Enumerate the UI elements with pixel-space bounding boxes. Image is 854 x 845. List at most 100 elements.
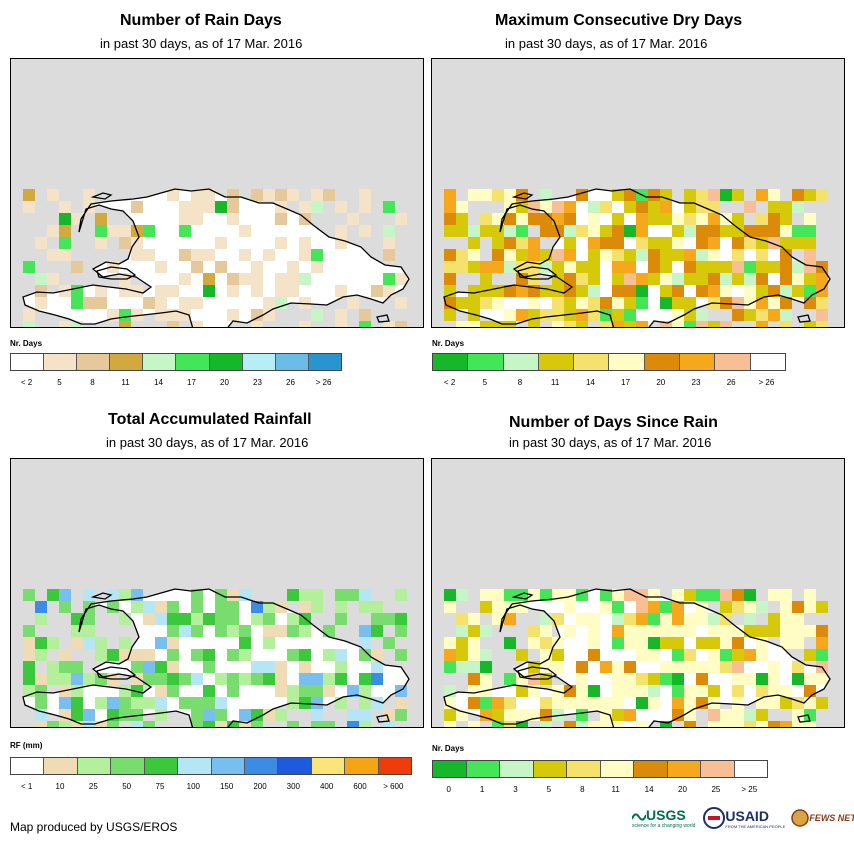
grid-cell	[648, 201, 660, 213]
grid-cell	[395, 625, 407, 637]
grid-cell	[756, 601, 768, 613]
grid-cell	[275, 285, 287, 297]
grid-cell	[456, 649, 468, 661]
grid-cell	[287, 625, 299, 637]
grid-cell	[335, 661, 347, 673]
grid-cell	[131, 201, 143, 213]
grid-cell	[155, 637, 167, 649]
grid-cell	[612, 225, 624, 237]
grid-cell	[636, 673, 648, 685]
grid-cell	[203, 273, 215, 285]
grid-cell	[263, 625, 275, 637]
grid-cell	[227, 285, 239, 297]
coastline	[511, 592, 534, 600]
grid-cell	[35, 721, 47, 727]
grid-cell	[816, 309, 828, 321]
grid-cell	[528, 589, 540, 601]
grid-cell	[323, 721, 335, 727]
grid-cell	[480, 589, 492, 601]
grid-cell	[359, 589, 371, 601]
grid-cell	[215, 601, 227, 613]
grid-cell	[311, 589, 323, 601]
grid-cell	[35, 649, 47, 661]
grid-cell	[792, 189, 804, 201]
legend-swatch	[44, 758, 78, 774]
grid-cell	[167, 685, 179, 697]
legend-label: 20	[678, 785, 687, 794]
grid-cell	[564, 309, 576, 321]
grid-cell	[744, 285, 756, 297]
grid-cell	[323, 625, 335, 637]
grid-cell	[227, 589, 239, 601]
grid-cell	[612, 261, 624, 273]
grid-cell	[227, 601, 239, 613]
grid-cell	[480, 673, 492, 685]
grid-cell	[59, 213, 71, 225]
grid-cell	[684, 225, 696, 237]
grid-cell	[672, 685, 684, 697]
grid-cell	[359, 321, 371, 327]
grid-cell	[552, 697, 564, 709]
grid-cell	[576, 661, 588, 673]
grid-cell	[456, 249, 468, 261]
grid-cell	[335, 309, 347, 321]
legend-swatch	[644, 354, 681, 370]
grid-cell	[215, 261, 227, 273]
legend-title: RF (mm)	[10, 741, 43, 750]
grid-cell	[660, 273, 672, 285]
grid-cell	[612, 213, 624, 225]
grid-cell	[119, 589, 131, 601]
grid-cell	[95, 225, 107, 237]
grid-cell	[227, 721, 239, 727]
grid-cell	[672, 613, 684, 625]
fews-net-logo: FEWS NET	[791, 809, 854, 827]
grid-cell	[684, 201, 696, 213]
grid-cell	[347, 213, 359, 225]
legend-swatch	[466, 761, 500, 777]
grid-cell	[636, 249, 648, 261]
grid-cell	[696, 685, 708, 697]
grid-cell	[612, 321, 624, 327]
grid-cell	[215, 697, 227, 709]
legend-swatch	[209, 354, 243, 370]
legend-label: < 2	[443, 378, 456, 387]
grid-cell	[804, 697, 816, 709]
grid-cell	[468, 249, 480, 261]
grid-cell	[299, 649, 311, 661]
grid-cell	[552, 213, 564, 225]
grid-cell	[83, 673, 95, 685]
grid-cell	[492, 709, 504, 721]
grid-cell	[552, 637, 564, 649]
grid-cell	[456, 625, 468, 637]
grid-cell	[660, 673, 672, 685]
grid-cell	[492, 721, 504, 727]
grid-cell	[347, 685, 359, 697]
grid-cell	[203, 285, 215, 297]
grid-cell	[684, 261, 696, 273]
logo-strip: USGS science for a changing world USAID …	[632, 807, 854, 829]
grid-cell	[299, 589, 311, 601]
grid-cell	[672, 661, 684, 673]
grid-cell	[95, 649, 107, 661]
grid-cell	[35, 601, 47, 613]
grid-cell	[131, 249, 143, 261]
grid-cell	[792, 261, 804, 273]
grid-cell	[732, 601, 744, 613]
grid-cell	[275, 661, 287, 673]
grid-cell	[576, 261, 588, 273]
grid-cell	[636, 697, 648, 709]
grid-cell	[612, 273, 624, 285]
grid-cell	[720, 297, 732, 309]
grid-cell	[636, 637, 648, 649]
legend-swatch	[468, 354, 504, 370]
grid-cell	[480, 709, 492, 721]
grid-cell	[732, 225, 744, 237]
grid-cell	[780, 309, 792, 321]
grid-cell	[347, 709, 359, 721]
grid-cell	[708, 261, 720, 273]
legend-label: 11	[611, 785, 620, 794]
grid-cell	[684, 613, 696, 625]
grid-cell	[323, 189, 335, 201]
legend-label: 20	[220, 378, 229, 387]
grid-cell	[564, 589, 576, 601]
